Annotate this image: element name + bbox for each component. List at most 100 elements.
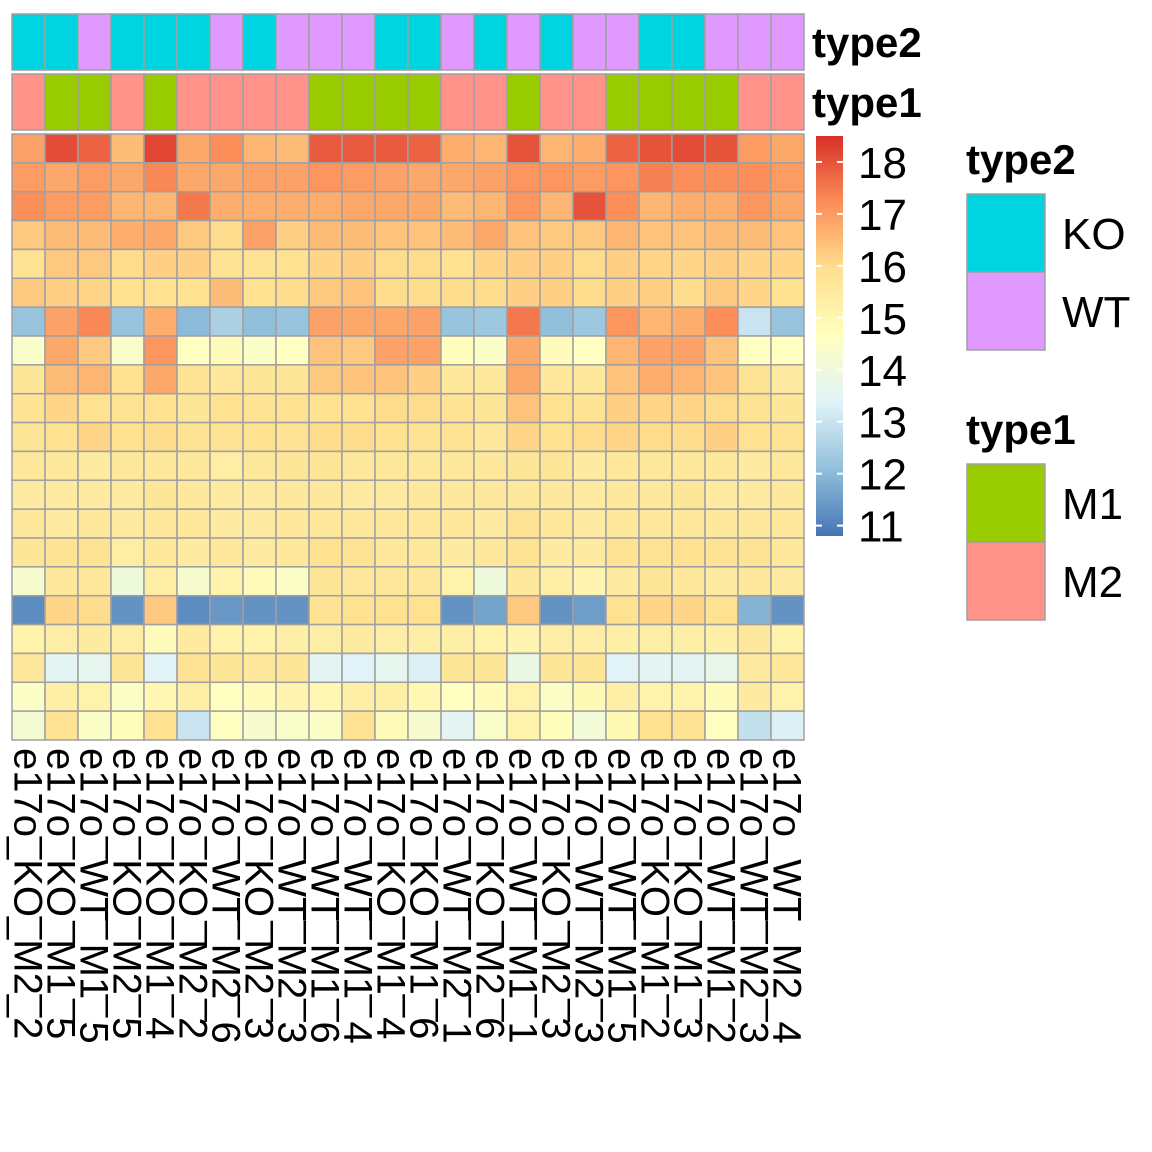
annotation-cell-type1 [770,73,805,131]
heatmap-cell [737,623,772,655]
heatmap-cell [770,190,805,222]
heatmap-cell [308,219,343,251]
heatmap-cell [407,594,442,626]
heatmap-cell [440,306,475,337]
heatmap-cell [605,277,640,308]
heatmap-cell [308,623,343,655]
heatmap-cell [704,364,739,395]
heatmap-cell [143,190,178,222]
legend: type2 KO WT type1 M1 M2 [966,136,1130,621]
column-label: e17o_KO_M2_6 [468,748,512,1039]
heatmap-cell [44,623,79,655]
heatmap-cell [242,450,277,482]
heatmap-cell [341,133,376,164]
heatmap-cell [704,652,739,684]
heatmap-cell [143,421,178,453]
heatmap-cell [110,335,145,366]
heatmap-cell [671,219,706,251]
legend-label-M1: M1 [1062,480,1123,529]
annotation-cell-type2 [308,13,343,71]
heatmap-cell [572,162,607,193]
heatmap-cell [308,190,343,222]
heatmap-cell [143,508,178,539]
annotation-cell-type2 [110,13,145,71]
annotation-cell-type2 [473,13,508,71]
heatmap-cell [44,248,79,280]
heatmap-cell [605,508,640,539]
heatmap-cell [671,594,706,626]
heatmap-cell [77,479,112,510]
heatmap-cell [44,421,79,453]
heatmap-cell [44,162,79,193]
heatmap-cell [407,450,442,482]
heatmap-cell [638,623,673,655]
heatmap-cell [506,623,541,655]
heatmap-cell [671,364,706,395]
annotation-title-type2: type2 [812,19,922,66]
heatmap-cell [539,392,574,424]
heatmap-cell [737,508,772,539]
heatmap-cell [440,508,475,539]
heatmap-cell [341,623,376,655]
heatmap-cell [440,364,475,395]
annotation-cell-type2 [506,13,541,71]
heatmap-cell [407,133,442,164]
heatmap-cell [473,162,508,193]
heatmap-cell [275,681,310,712]
heatmap-cell [209,508,244,539]
annotation-cell-type2 [341,13,376,71]
heatmap-cell [308,450,343,482]
heatmap-cell [143,450,178,482]
heatmap-cell [506,710,541,741]
legend-swatch-M1 [966,463,1046,543]
column-label: e17o_KO_M1_4 [369,748,413,1039]
heatmap-cell [275,566,310,597]
heatmap-cell [539,335,574,366]
heatmap-cell [275,594,310,626]
heatmap-cell [704,277,739,308]
heatmap-cell [176,508,211,539]
heatmap-cell [440,566,475,597]
heatmap-cell [737,594,772,626]
annotation-cell-type2 [242,13,277,71]
heatmap-cell [671,162,706,193]
heatmap-cell [770,248,805,280]
heatmap-cell [572,364,607,395]
heatmap-cell [407,335,442,366]
heatmap-cell [242,681,277,712]
heatmap-cell [407,537,442,568]
heatmap-cell [209,335,244,366]
heatmap-cell [605,566,640,597]
column-labels: e17o_KO_M2_2e17o_KO_M1_5e17o_WT_M1_5e17o… [6,748,809,1044]
annotation-track-titles: type2 type1 [812,19,922,126]
heatmap-cell [407,190,442,222]
heatmap-cell [242,652,277,684]
heatmap-cell [770,306,805,337]
heatmap-cell [671,133,706,164]
heatmap-cell [440,190,475,222]
heatmap-cell [440,594,475,626]
annotation-cell-type1 [671,73,706,131]
heatmap-cell [737,219,772,251]
column-label: e17o_KO_M2_3 [237,748,281,1039]
heatmap-cell [176,710,211,741]
annotation-cell-type1 [572,73,607,131]
heatmap-cell [209,133,244,164]
heatmap-cell [506,133,541,164]
annotation-cell-type2 [440,13,475,71]
heatmap-cell [143,566,178,597]
annotation-cell-type2 [572,13,607,71]
heatmap-cell [704,219,739,251]
heatmap-cell [209,623,244,655]
heatmap-cell [44,133,79,164]
heatmap-cell [341,335,376,366]
heatmap-cell [143,623,178,655]
heatmap-cell [77,652,112,684]
heatmap-cell [77,306,112,337]
heatmap-cell [671,335,706,366]
heatmap-cell [572,623,607,655]
heatmap-cell [770,277,805,308]
heatmap-cell [704,623,739,655]
heatmap-cell [176,306,211,337]
